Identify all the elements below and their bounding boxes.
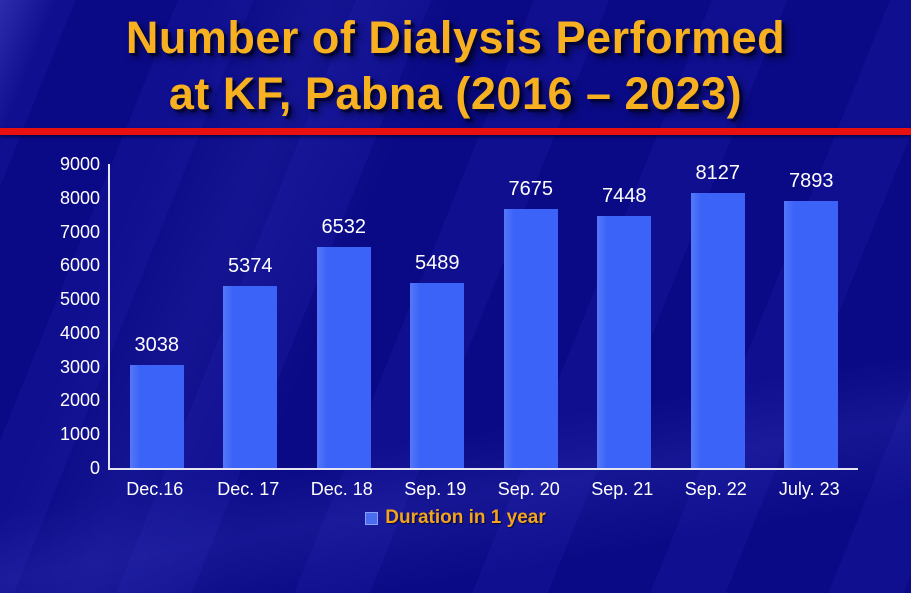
- y-tick-label: 2000: [59, 390, 100, 411]
- bar-value-label: 7448: [602, 185, 647, 207]
- chart-legend: Duration in 1 year: [0, 507, 911, 529]
- bar: [597, 216, 652, 468]
- bar-value-label: 7893: [789, 170, 834, 192]
- bar: [503, 209, 558, 468]
- x-axis-labels: Dec.16 Dec. 17 Dec. 18 Sep. 19 Sep. 20 Sep. 2…: [108, 478, 856, 502]
- x-tick-label: Sep. 19: [404, 479, 467, 499]
- x-tick-label: Dec. 17: [217, 479, 280, 499]
- bar-value-label: 7675: [508, 178, 554, 200]
- title-line-2: at KF, Pabna (2016 – 2023): [168, 68, 743, 119]
- y-tick-label: 4000: [59, 322, 100, 343]
- y-tick-label: 5000: [59, 289, 100, 310]
- x-tick-label: Dec. 18: [310, 479, 373, 499]
- bar: [129, 365, 184, 468]
- legend-label: Duration in 1 year: [385, 507, 546, 528]
- y-tick-label: 3000: [59, 356, 100, 377]
- bar-value-label: 8127: [695, 162, 741, 184]
- title-line-1: Number of Dialysis Performed: [125, 12, 786, 63]
- y-tick-label: 0: [89, 458, 100, 478]
- x-tick-label: July. 23: [778, 479, 840, 499]
- slide-title: Number of Dialysis Performed at KF, Pabn…: [0, 10, 911, 122]
- legend-swatch-icon: [365, 511, 379, 525]
- bar-value-label: 5489: [415, 252, 460, 274]
- bar: [784, 201, 839, 468]
- bar: [690, 193, 745, 468]
- y-tick-label: 6000: [59, 255, 100, 276]
- y-tick-label: 7000: [59, 221, 100, 242]
- x-tick-label: Sep. 22: [684, 479, 747, 499]
- y-tick-label: 9000: [59, 154, 100, 174]
- bar-value-label: 5374: [228, 255, 273, 277]
- plot-area: 3038 5374 6532 5489 7675 7448 8127 7893: [108, 162, 858, 470]
- bar-value-label: 3038: [134, 334, 180, 356]
- y-axis-labels: 9000 8000 7000 6000 5000 4000 3000 2000 1000 0: [14, 154, 100, 478]
- bar: [223, 286, 278, 468]
- bar: [410, 283, 465, 468]
- x-tick-label: Sep. 20: [497, 479, 560, 499]
- x-tick-label: Sep. 21: [591, 479, 654, 499]
- bar-value-label: 6532: [321, 216, 367, 238]
- title-divider-line: [0, 128, 911, 135]
- x-tick-label: Dec.16: [126, 479, 184, 499]
- y-tick-label: 8000: [59, 187, 100, 208]
- bar: [316, 247, 371, 468]
- y-tick-label: 1000: [59, 424, 100, 445]
